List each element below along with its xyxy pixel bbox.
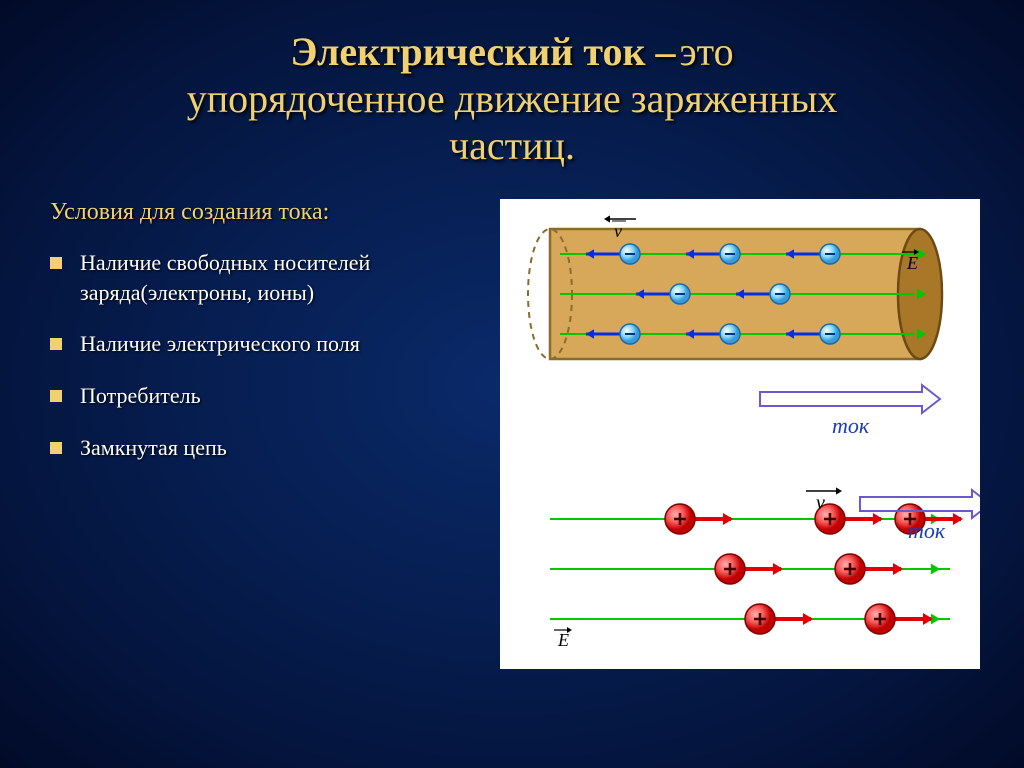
svg-text:v: v — [614, 221, 622, 241]
title-sub3: частиц. — [40, 122, 984, 169]
svg-text:ток: ток — [832, 413, 870, 438]
list-item: Замкнутая цепь — [50, 433, 480, 463]
conditions-heading: Условия для создания тока: — [50, 199, 480, 226]
svg-text:E: E — [557, 630, 569, 650]
title-sub1: это — [680, 29, 734, 74]
list-item: Наличие электрического поля — [50, 329, 480, 359]
svg-text:E: E — [906, 253, 918, 273]
title-sub2: упорядоченное движение заряженных — [40, 75, 984, 122]
conditions-list: Наличие свободных носителей заряда(элект… — [50, 248, 480, 462]
slide-title: Электрический ток – это упорядоченное дв… — [0, 0, 1024, 179]
svg-text:v: v — [816, 492, 825, 514]
list-item: Наличие свободных носителей заряда(элект… — [50, 248, 480, 307]
diagram-svg: Ev ток v Eток — [500, 199, 980, 669]
diagram: Ev ток v Eток — [500, 199, 980, 669]
conditions-block: Условия для создания тока: Наличие свобо… — [50, 199, 480, 669]
svg-text:ток: ток — [908, 518, 946, 543]
list-item: Потребитель — [50, 381, 480, 411]
title-main: Электрический ток – — [290, 29, 675, 74]
